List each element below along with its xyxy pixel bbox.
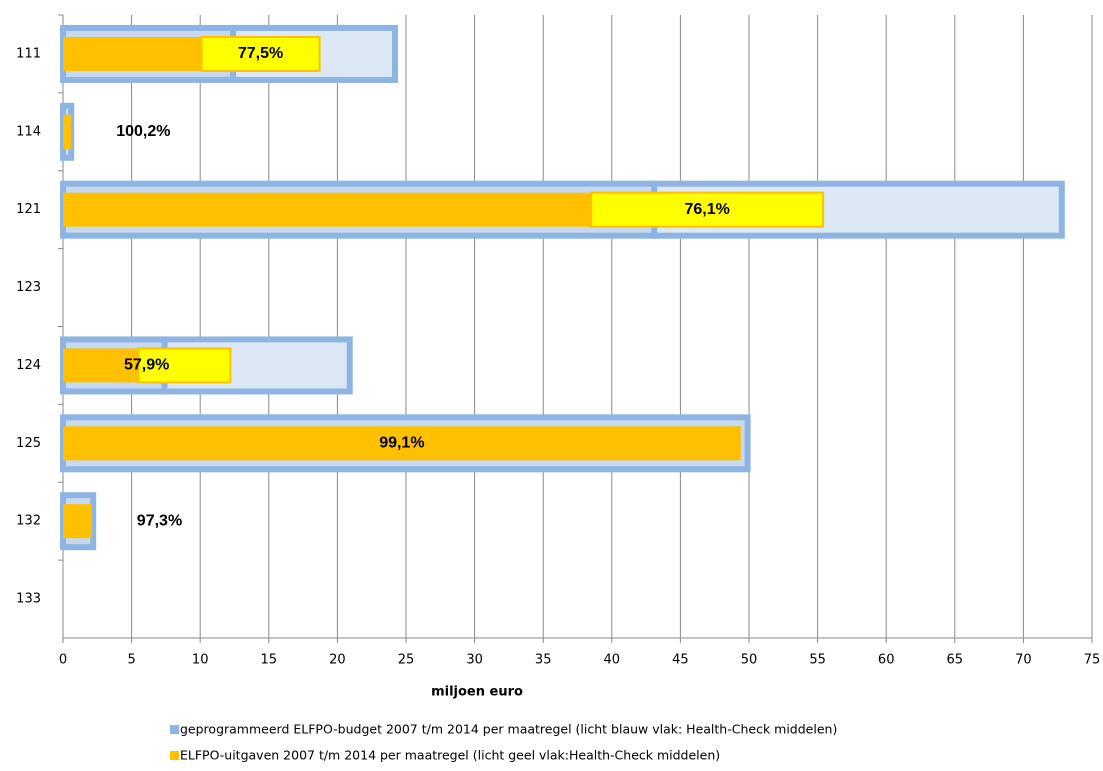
spending-bar bbox=[63, 348, 139, 383]
x-tick-label: 50 bbox=[741, 653, 758, 668]
x-tick-label: 60 bbox=[878, 653, 895, 668]
x-tick-label: 20 bbox=[329, 653, 346, 668]
y-tick-label: 132 bbox=[16, 514, 41, 529]
y-tick-label: 124 bbox=[16, 358, 41, 373]
legend-swatch bbox=[170, 725, 179, 734]
x-tick-label: 15 bbox=[261, 653, 278, 668]
x-tick-label: 40 bbox=[604, 653, 621, 668]
x-tick-label: 30 bbox=[466, 653, 483, 668]
x-tick-label: 35 bbox=[535, 653, 552, 668]
spending-health-check bbox=[200, 35, 321, 72]
percent-label: 99,1% bbox=[379, 435, 424, 452]
y-tick-label: 133 bbox=[16, 592, 41, 607]
x-tick-label: 25 bbox=[398, 653, 415, 668]
legend-label: geprogrammeerd ELFPO-budget 2007 t/m 201… bbox=[180, 722, 837, 737]
percent-label: 77,5% bbox=[238, 45, 283, 62]
x-tick-label: 70 bbox=[1015, 653, 1032, 668]
x-tick-label: 75 bbox=[1084, 653, 1101, 668]
y-tick-label: 125 bbox=[16, 436, 41, 451]
spending-bar bbox=[63, 36, 202, 71]
x-tick-label: 65 bbox=[947, 653, 964, 668]
percent-label: 57,9% bbox=[124, 357, 169, 374]
spending-health-check bbox=[590, 191, 825, 228]
spending-bar bbox=[63, 504, 92, 539]
percent-label: 100,2% bbox=[116, 123, 170, 140]
percent-label: 76,1% bbox=[684, 201, 729, 218]
x-tick-label: 45 bbox=[672, 653, 689, 668]
x-tick-label: 0 bbox=[59, 653, 67, 668]
spending-bar bbox=[63, 426, 741, 461]
y-tick-label: 123 bbox=[16, 280, 41, 295]
x-tick-label: 55 bbox=[809, 653, 826, 668]
percent-label: 97,3% bbox=[137, 512, 182, 529]
spending-bar bbox=[63, 114, 72, 149]
spending-bar bbox=[63, 192, 592, 227]
x-tick-label: 5 bbox=[127, 653, 135, 668]
y-tick-label: 111 bbox=[16, 46, 41, 61]
y-tick-label: 114 bbox=[16, 124, 41, 139]
legend-label: ELFPO-uitgaven 2007 t/m 2014 per maatreg… bbox=[180, 748, 720, 763]
legend-swatch bbox=[170, 751, 179, 760]
x-axis-label: miljoen euro bbox=[431, 685, 523, 700]
y-tick-label: 121 bbox=[16, 202, 41, 217]
spending-health-check bbox=[137, 347, 232, 384]
x-tick-label: 10 bbox=[192, 653, 209, 668]
